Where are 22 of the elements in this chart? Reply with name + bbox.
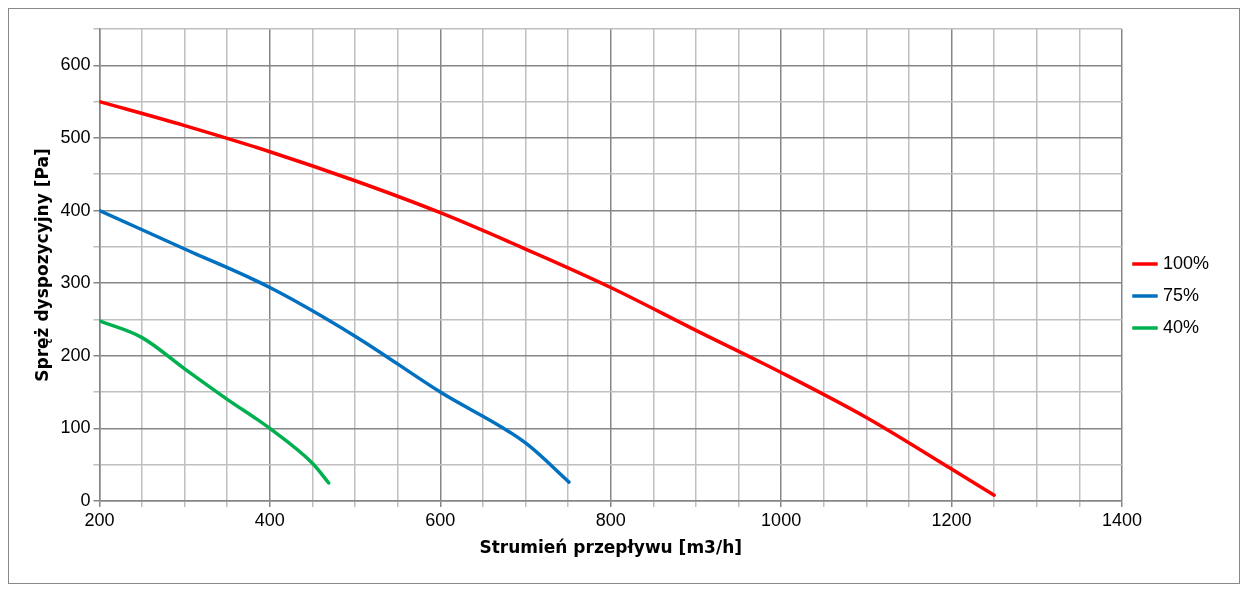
line-series xyxy=(99,99,996,497)
legend-label: 100% xyxy=(1162,252,1210,273)
y-tick-label: 500 xyxy=(60,126,91,147)
line-series xyxy=(99,208,571,484)
y-axis-title: Spręż dyspozycyjny [Pa] xyxy=(31,148,52,382)
x-tick-label: 600 xyxy=(425,509,456,530)
x-tick-label: 1000 xyxy=(761,509,802,530)
x-axis-title: Strumień przepływu [m3/h] xyxy=(479,537,742,558)
x-tick-label: 200 xyxy=(84,509,115,530)
y-tick-label: 100 xyxy=(60,417,91,438)
y-tick-label: 400 xyxy=(60,199,91,220)
legend-label: 40% xyxy=(1162,316,1199,337)
x-tick-label: 400 xyxy=(254,509,285,530)
x-tick-label: 1400 xyxy=(1101,509,1142,530)
y-tick-label: 600 xyxy=(60,54,91,75)
y-tick-label: 200 xyxy=(60,344,91,365)
y-tick-label: 0 xyxy=(80,489,91,510)
legend-label: 75% xyxy=(1162,284,1199,305)
x-tick-label: 1200 xyxy=(931,509,972,530)
x-tick-label: 800 xyxy=(595,509,626,530)
y-tick-label: 300 xyxy=(60,272,91,293)
line-series xyxy=(99,319,331,485)
